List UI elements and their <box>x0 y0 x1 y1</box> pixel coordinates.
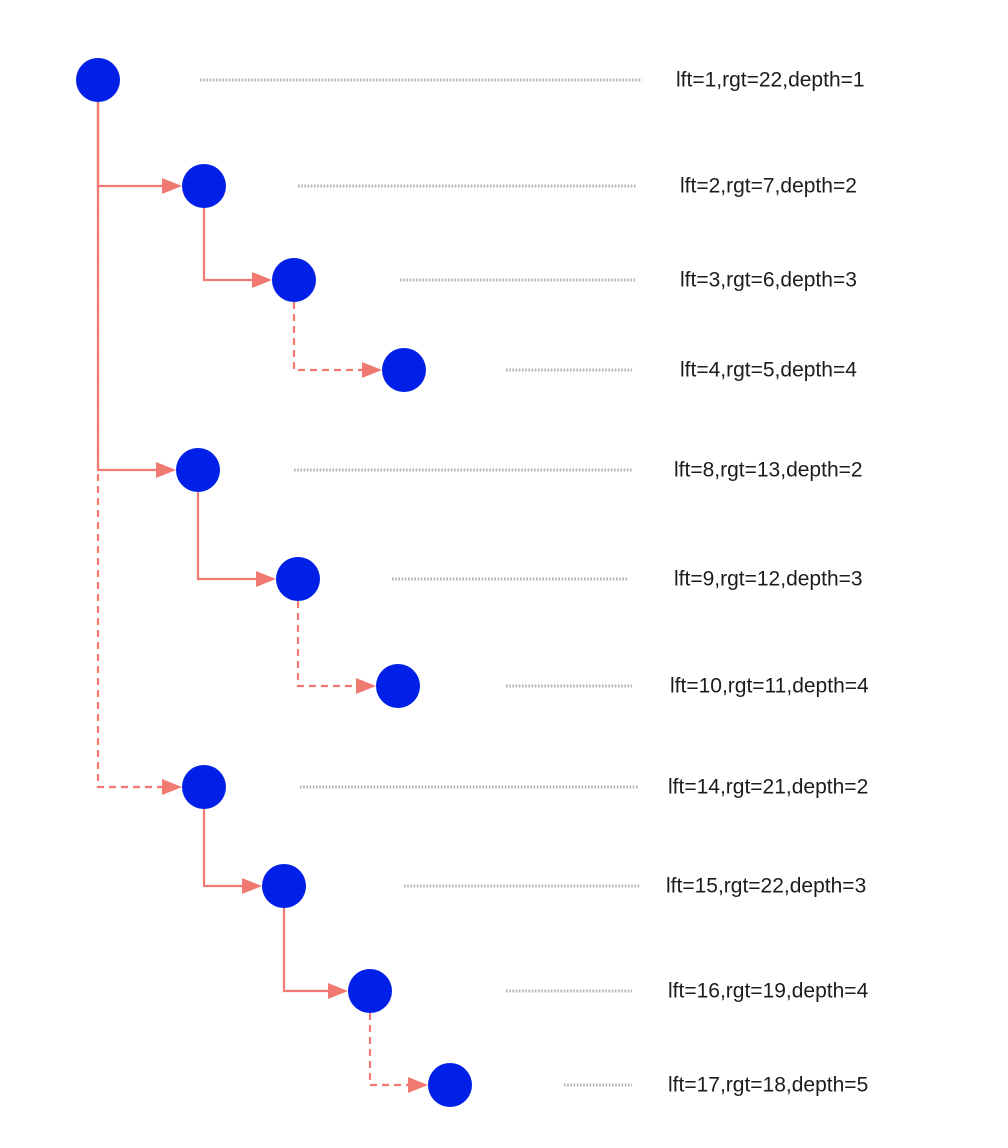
node-label-n6: lft=9,rgt=12,depth=3 <box>674 567 863 591</box>
node-label-n9: lft=15,rgt=22,depth=3 <box>666 874 867 898</box>
edges-layer <box>96 102 428 1093</box>
tree-node-n7 <box>376 664 420 708</box>
edge-line <box>96 102 164 789</box>
tree-node-n6 <box>276 557 320 601</box>
node-label-n5: lft=8,rgt=13,depth=2 <box>674 458 863 482</box>
arrowhead-icon <box>328 983 348 999</box>
arrowhead-icon <box>408 1077 428 1093</box>
node-label-n8: lft=14,rgt=21,depth=2 <box>668 775 869 799</box>
arrowhead-icon <box>156 462 176 478</box>
leaders-layer <box>200 78 642 1087</box>
tree-node-n8 <box>182 765 226 809</box>
tree-node-n2 <box>182 164 226 208</box>
arrowhead-icon <box>356 678 376 694</box>
edge-n3-n4 <box>292 302 382 378</box>
edge-n5-n6 <box>196 492 276 587</box>
edge-n6-n7 <box>296 601 376 694</box>
edge-n1-n5 <box>96 102 176 478</box>
edge-line <box>296 601 358 688</box>
edge-n8-n9 <box>202 809 262 894</box>
arrowhead-icon <box>256 571 276 587</box>
edge-n2-n3 <box>202 208 272 288</box>
edge-n1-n2 <box>96 102 182 194</box>
edge-line <box>96 102 164 188</box>
node-label-n4: lft=4,rgt=5,depth=4 <box>680 358 857 382</box>
node-label-n11: lft=17,rgt=18,depth=5 <box>668 1073 869 1097</box>
edge-line <box>202 809 244 888</box>
edge-n10-n11 <box>368 1013 428 1093</box>
node-label-n10: lft=16,rgt=19,depth=4 <box>668 979 869 1003</box>
tree-node-n9 <box>262 864 306 908</box>
arrowhead-icon <box>162 178 182 194</box>
node-label-n7: lft=10,rgt=11,depth=4 <box>670 674 869 698</box>
tree-node-n5 <box>176 448 220 492</box>
edge-line <box>96 102 158 472</box>
edge-line <box>282 908 330 993</box>
edge-line <box>368 1013 410 1087</box>
arrowhead-icon <box>242 878 262 894</box>
nodes-layer <box>76 58 472 1107</box>
arrowhead-icon <box>362 362 382 378</box>
arrowhead-icon <box>162 779 182 795</box>
arrowhead-icon <box>252 272 272 288</box>
edge-line <box>292 302 364 372</box>
edge-line <box>202 208 254 282</box>
tree-node-n10 <box>348 969 392 1013</box>
tree-node-n1 <box>76 58 120 102</box>
tree-node-n3 <box>272 258 316 302</box>
node-label-n3: lft=3,rgt=6,depth=3 <box>680 268 857 292</box>
tree-node-n11 <box>428 1063 472 1107</box>
edge-n1-n8 <box>96 102 182 795</box>
node-label-n1: lft=1,rgt=22,depth=1 <box>676 68 865 92</box>
edge-n9-n10 <box>282 908 348 999</box>
tree-node-n4 <box>382 348 426 392</box>
node-label-n2: lft=2,rgt=7,depth=2 <box>680 174 857 198</box>
edge-line <box>196 492 258 581</box>
